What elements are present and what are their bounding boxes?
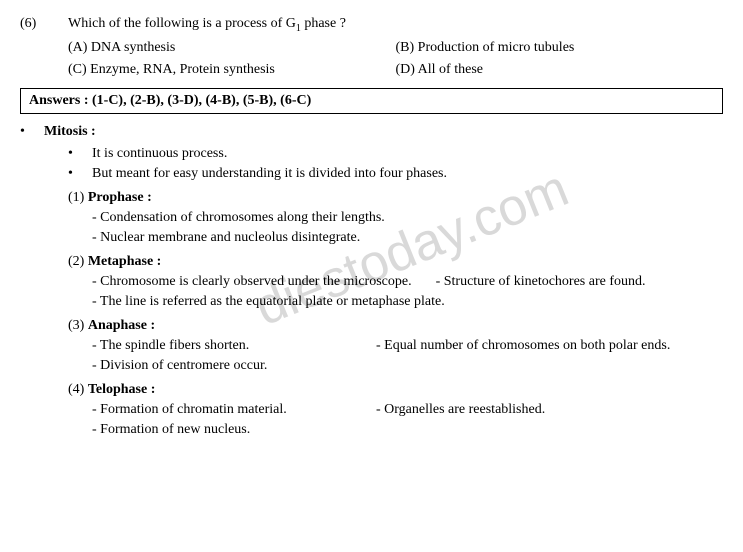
phase-point: - Structure of kinetochores are found. <box>436 274 646 290</box>
phase-line: - Formation of chromatin material. - Org… <box>92 402 723 418</box>
option-a: (A) DNA synthesis <box>68 40 396 56</box>
phase-points: - Chromosome is clearly observed under t… <box>92 274 723 310</box>
intro-row-2: • But meant for easy understanding it is… <box>68 166 723 182</box>
phase-title: Metaphase : <box>88 254 162 269</box>
answers-box: Answers : (1-C), (2-B), (3-D), (4-B), (5… <box>20 88 723 114</box>
phase-anaphase: (3) Anaphase : - The spindle fibers shor… <box>68 318 723 374</box>
option-c: (C) Enzyme, RNA, Protein synthesis <box>68 62 396 78</box>
phase-point: - Formation of new nucleus. <box>92 422 250 438</box>
phase-title: Prophase : <box>88 190 152 205</box>
phase-point: - Equal number of chromosomes on both po… <box>376 338 670 354</box>
phase-point: - Condensation of chromosomes along thei… <box>92 210 385 226</box>
phase-line: - The line is referred as the equatorial… <box>92 294 723 310</box>
phase-point: - The line is referred as the equatorial… <box>92 294 445 310</box>
phase-points: - The spindle fibers shorten. - Equal nu… <box>92 338 723 374</box>
phase-telophase: (4) Telophase : - Formation of chromatin… <box>68 382 723 438</box>
mitosis-heading-row: • Mitosis : <box>20 124 723 140</box>
phase-prophase: (1) Prophase : - Condensation of chromos… <box>68 190 723 246</box>
phase-line: - Division of centromere occur. <box>92 358 723 374</box>
phase-point: - The spindle fibers shorten. <box>92 338 352 354</box>
phase-line: - Chromosome is clearly observed under t… <box>92 274 723 290</box>
phase-point: - Nuclear membrane and nucleolus disinte… <box>92 230 360 246</box>
question-prefix: Which of the following is a process of G <box>68 16 296 31</box>
bullet-icon: • <box>20 124 44 140</box>
phase-points: - Condensation of chromosomes along thei… <box>92 210 723 246</box>
option-d: (D) All of these <box>396 62 724 78</box>
options-grid: (A) DNA synthesis (B) Production of micr… <box>68 40 723 78</box>
phase-title: Telophase : <box>88 382 156 397</box>
bullet-icon: • <box>68 146 92 162</box>
option-b: (B) Production of micro tubules <box>396 40 724 56</box>
phase-point: - Formation of chromatin material. <box>92 402 352 418</box>
intro-row-1: • It is continuous process. <box>68 146 723 162</box>
phase-line: - Formation of new nucleus. <box>92 422 723 438</box>
phase-number: (4) <box>68 382 84 397</box>
phase-points: - Formation of chromatin material. - Org… <box>92 402 723 438</box>
question-number: (6) <box>20 16 68 34</box>
question-suffix: phase ? <box>301 16 346 31</box>
intro-text-1: It is continuous process. <box>92 146 227 162</box>
phase-line: - The spindle fibers shorten. - Equal nu… <box>92 338 723 354</box>
phase-point: - Division of centromere occur. <box>92 358 267 374</box>
question-text: Which of the following is a process of G… <box>68 16 723 34</box>
phase-number: (2) <box>68 254 84 269</box>
question-row: (6) Which of the following is a process … <box>20 16 723 34</box>
phase-metaphase: (2) Metaphase : - Chromosome is clearly … <box>68 254 723 310</box>
bullet-icon: • <box>68 166 92 182</box>
phase-number: (3) <box>68 318 84 333</box>
phase-title: Anaphase : <box>88 318 155 333</box>
page-content: (6) Which of the following is a process … <box>20 16 723 438</box>
phase-point: - Organelles are reestablished. <box>376 402 545 418</box>
intro-text-2: But meant for easy understanding it is d… <box>92 166 447 182</box>
phase-point: - Chromosome is clearly observed under t… <box>92 274 412 290</box>
mitosis-intro: • It is continuous process. • But meant … <box>68 146 723 182</box>
mitosis-heading: Mitosis : <box>44 124 96 140</box>
phase-number: (1) <box>68 190 84 205</box>
phase-line: - Nuclear membrane and nucleolus disinte… <box>92 230 723 246</box>
phase-line: - Condensation of chromosomes along thei… <box>92 210 723 226</box>
